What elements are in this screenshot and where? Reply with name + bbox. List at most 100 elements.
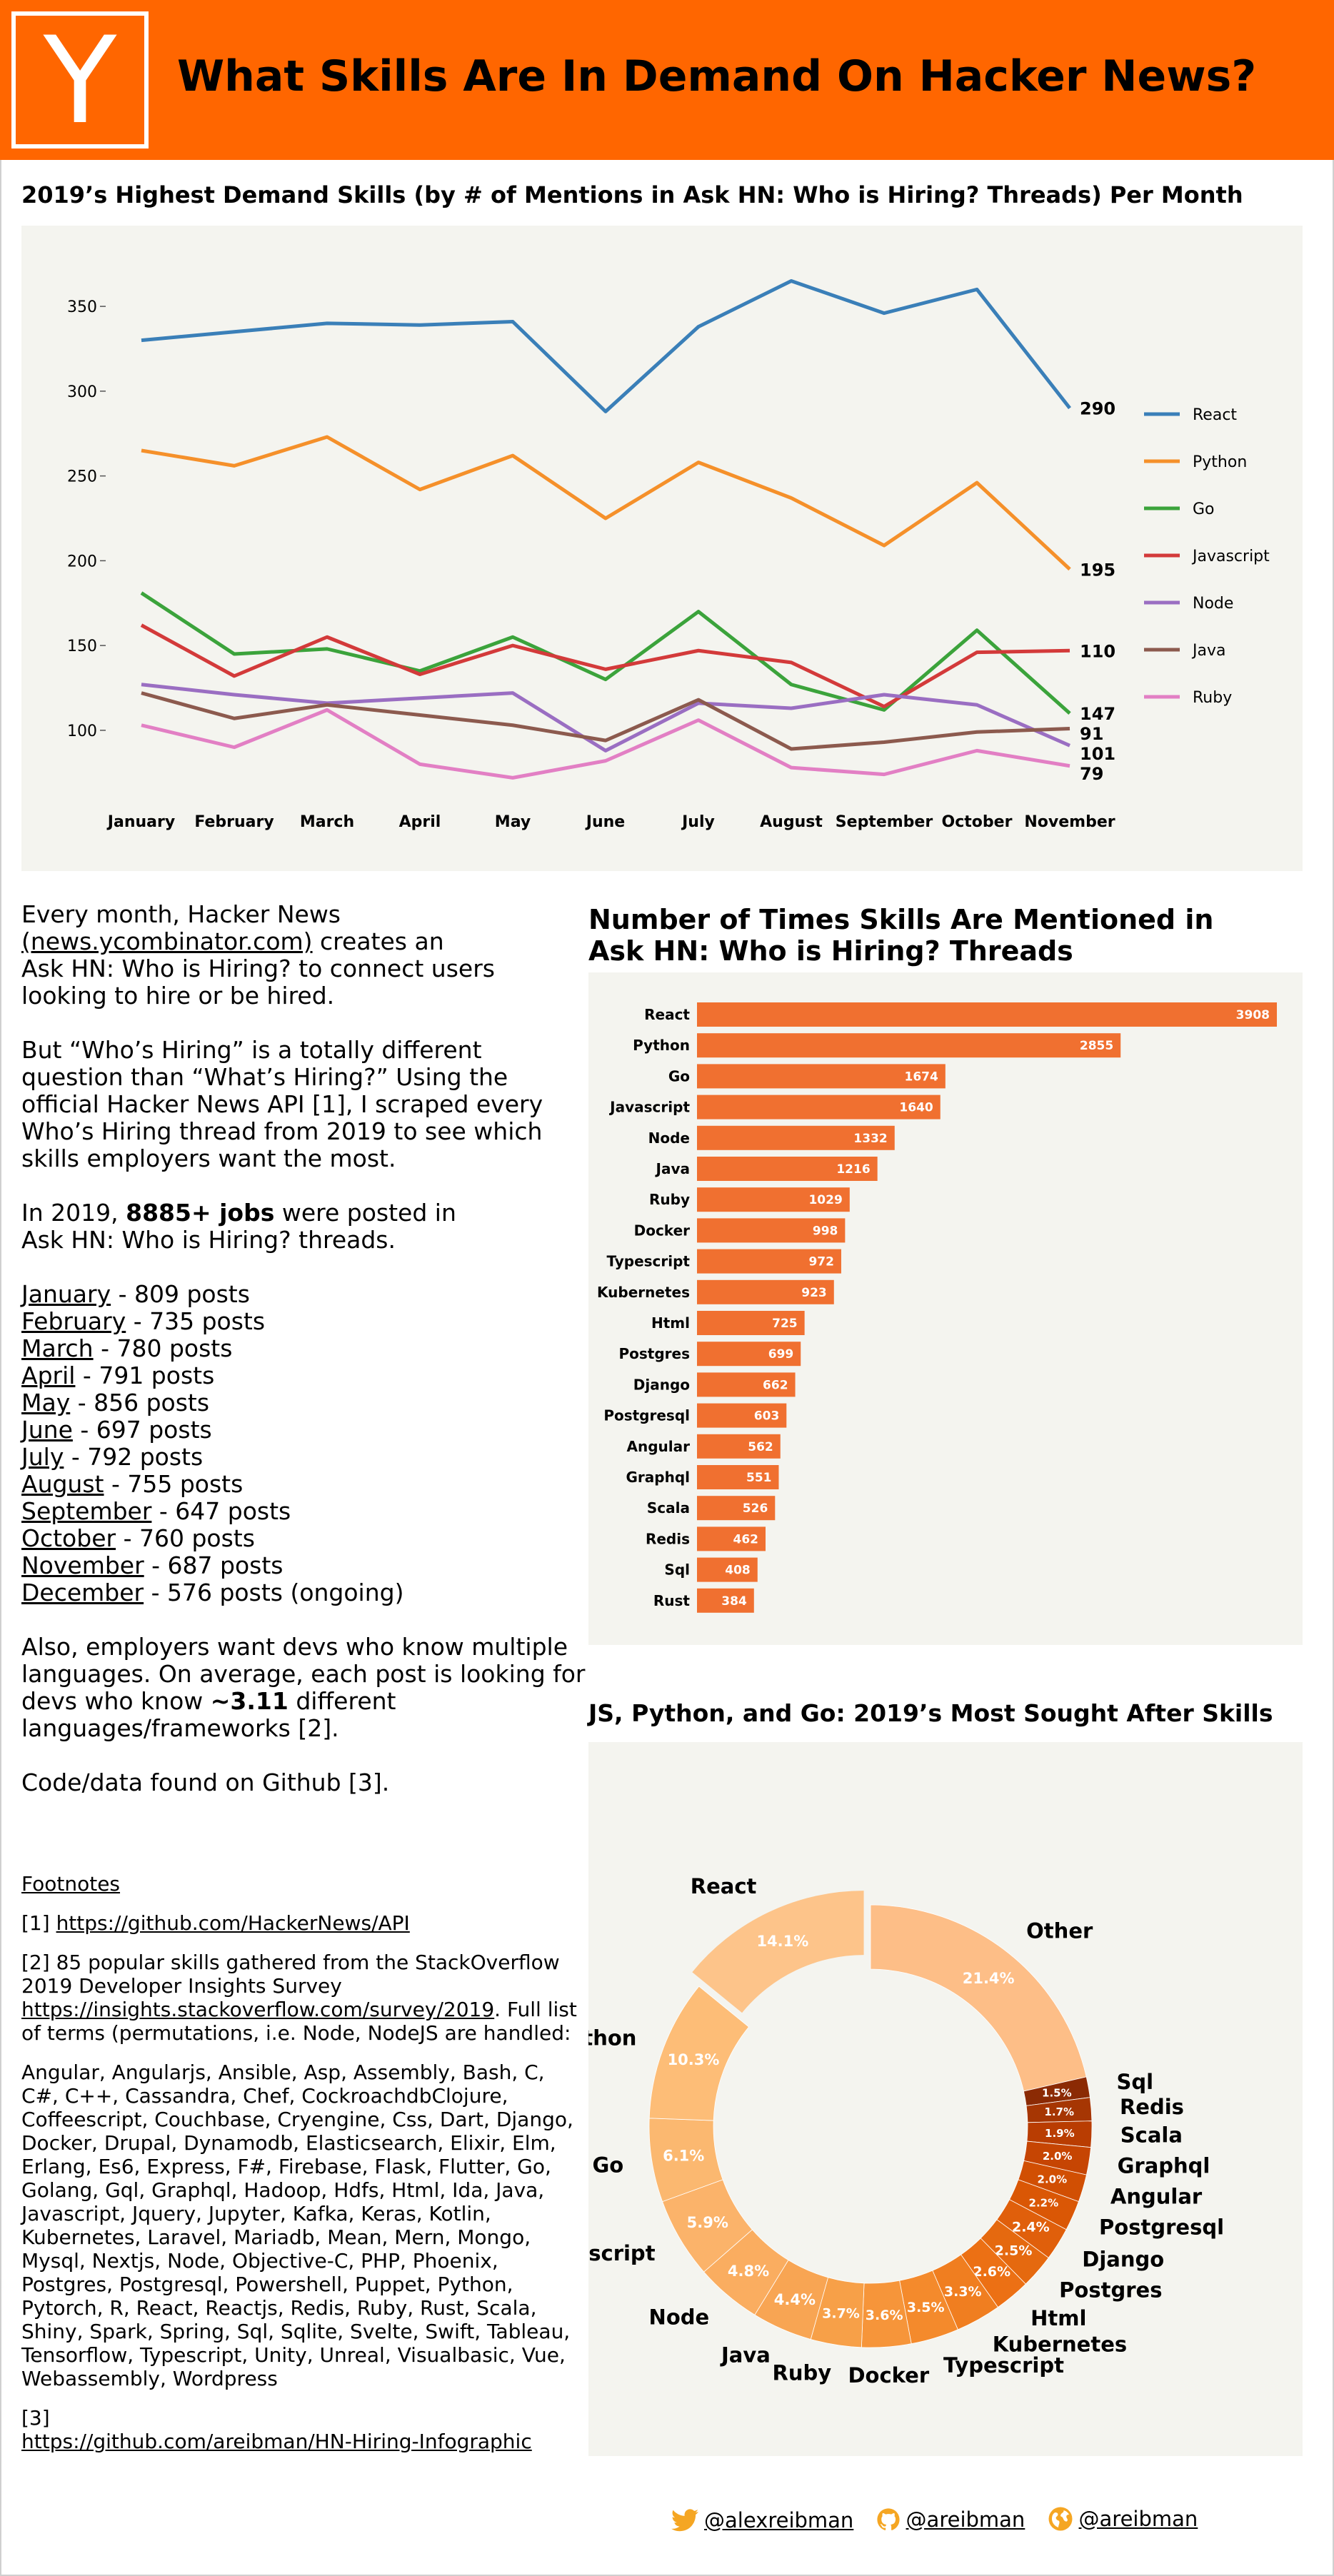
y-tick-label: 250	[67, 468, 97, 486]
month-name: May	[21, 1389, 71, 1417]
hacker-news-logo: Y	[11, 11, 149, 149]
end-value-label: 101	[1080, 744, 1115, 764]
website-link[interactable]: @areibman	[1048, 2506, 1198, 2532]
bar-value-label: 3908	[1236, 1008, 1270, 1022]
donut-slice-label: Postgres	[1059, 2278, 1162, 2303]
bar-category-label: Go	[668, 1067, 690, 1085]
jobs-count: 8885+ jobs	[126, 1199, 275, 1227]
footnotes: Footnotes [1] https://github.com/HackerN…	[21, 1872, 586, 2469]
donut-slice-label: React	[691, 1874, 757, 1898]
month-name: July	[21, 1443, 64, 1471]
legend-label: Node	[1193, 595, 1233, 613]
bar-category-label: Django	[633, 1376, 690, 1393]
bar-django	[697, 1372, 796, 1397]
x-tick-label: May	[495, 813, 531, 831]
donut-pct-label: 10.3%	[668, 2051, 720, 2068]
x-tick-label: July	[681, 813, 715, 831]
bar-value-label: 1332	[853, 1132, 887, 1146]
month-name: April	[21, 1362, 76, 1389]
donut-slice-label: Node	[649, 2305, 710, 2329]
bar-graphql	[697, 1465, 779, 1489]
intro-p1-a: Every month, Hacker News	[21, 900, 341, 928]
website-handle: @areibman	[1078, 2507, 1198, 2531]
series-line-node	[141, 683, 1071, 753]
month-posts-count: - 755 posts	[104, 1470, 244, 1498]
month-posts-count: - 576 posts (ongoing)	[144, 1579, 404, 1606]
avg-languages: ~3.11	[210, 1687, 289, 1715]
line-chart-title: 2019’s Highest Demand Skills (by # of Me…	[21, 181, 1243, 208]
donut-slice-label: Go	[592, 2153, 623, 2177]
globe-icon	[1048, 2507, 1073, 2531]
bar-docker	[697, 1218, 846, 1243]
bar-value-label: 526	[743, 1501, 768, 1516]
y-tick-label: 350	[67, 298, 97, 316]
twitter-link[interactable]: @alexreibman	[671, 2508, 853, 2532]
legend-label: Python	[1193, 453, 1247, 471]
bar-value-label: 1029	[808, 1193, 842, 1207]
bar-category-label: Kubernetes	[597, 1284, 690, 1301]
donut-pct-label: 3.6%	[866, 2308, 903, 2323]
footnote-3-link[interactable]: https://github.com/areibman/HN-Hiring-In…	[21, 2430, 532, 2453]
month-posts-item: November - 687 posts	[21, 1551, 284, 1579]
bar-node	[697, 1125, 895, 1150]
donut-chart-panel: 21.4% Other 1.5% Sql 1.7% Redis 1.9% Scala 2.0% G…	[538, 1742, 1303, 2456]
donut-pct-label: 21.4%	[963, 1970, 1015, 1987]
github-handle: @areibman	[906, 2507, 1025, 2532]
hn-link[interactable]: (news.ycombinator.com)	[21, 927, 313, 955]
month-posts-item: June - 697 posts	[21, 1416, 212, 1444]
x-tick-label: January	[106, 813, 175, 831]
bar-category-label: Redis	[646, 1530, 690, 1547]
donut-pct-label: 14.1%	[756, 1933, 808, 1950]
month-posts-item: March - 780 posts	[21, 1334, 232, 1362]
donut-slice-label: Postgresql	[1099, 2215, 1224, 2240]
series-line-java	[141, 691, 1070, 751]
donut-chart: 21.4% Other 1.5% Sql 1.7% Redis 1.9% Scala 2.0% G…	[538, 1874, 1224, 2388]
github-octocat-icon	[876, 2508, 900, 2530]
footnote-1-link[interactable]: https://github.com/HackerNews/API	[56, 1911, 410, 1935]
footnote-2-link[interactable]: https://insights.stackoverflow.com/surve…	[21, 1998, 495, 2021]
donut-pct-label: 2.2%	[1029, 2197, 1059, 2210]
month-posts-count: - 780 posts	[93, 1334, 233, 1362]
bar-category-label: React	[644, 1006, 690, 1023]
bar-category-label: Docker	[634, 1222, 691, 1239]
month-posts-count: - 735 posts	[126, 1307, 266, 1335]
bar-value-label: 408	[725, 1564, 751, 1578]
x-tick-label: June	[585, 813, 625, 831]
legend-label: Java	[1191, 642, 1225, 660]
series-line-go	[140, 591, 1071, 715]
x-tick-label: October	[942, 813, 1013, 831]
bar-category-label: Ruby	[649, 1191, 690, 1208]
bar-value-label: 384	[721, 1594, 747, 1609]
bar-typescript	[697, 1249, 841, 1274]
bar-value-label: 462	[733, 1532, 758, 1546]
bar-postgres	[697, 1342, 801, 1367]
intro-text: Every month, Hacker News (news.ycombinat…	[21, 901, 586, 1823]
intro-p2: But “Who’s Hiring” is a totally differen…	[21, 1036, 543, 1172]
donut-pct-label: 4.8%	[728, 2263, 769, 2280]
bar-python	[697, 1033, 1121, 1058]
intro-p4-a: Also, employers want devs who know multi…	[21, 1633, 586, 1715]
page-title: What Skills Are In Demand On Hacker News…	[177, 51, 1257, 101]
month-posts-count: - 697 posts	[72, 1416, 212, 1444]
bar-value-label: 998	[813, 1224, 838, 1238]
bar-category-label: Typescript	[606, 1253, 690, 1270]
month-name: June	[21, 1416, 73, 1444]
donut-slice-label: Ruby	[773, 2361, 832, 2385]
donut-slice-label: Html	[1030, 2306, 1086, 2330]
month-posts-item: December - 576 posts (ongoing)	[21, 1579, 403, 1606]
github-link[interactable]: @areibman	[876, 2507, 1025, 2532]
month-posts-count: - 791 posts	[75, 1362, 215, 1389]
y-tick-label: 150	[67, 638, 97, 655]
donut-slice-label: Sql	[1116, 2070, 1153, 2094]
footnote-3-prefix: [3]	[21, 2406, 50, 2430]
bar-value-label: 699	[768, 1347, 794, 1362]
twitter-handle: @alexreibman	[704, 2508, 854, 2532]
month-posts-count: - 809 posts	[111, 1280, 250, 1308]
x-tick-label: August	[760, 813, 823, 831]
donut-pct-label: 2.5%	[995, 2243, 1033, 2258]
bar-category-label: Scala	[647, 1499, 690, 1516]
line-chart: 100 150 200 250 300 350 January February March Ap…	[67, 279, 1270, 831]
bar-category-label: Html	[651, 1314, 690, 1332]
month-posts-count: - 647 posts	[151, 1497, 291, 1525]
month-posts-count: - 687 posts	[144, 1551, 284, 1579]
